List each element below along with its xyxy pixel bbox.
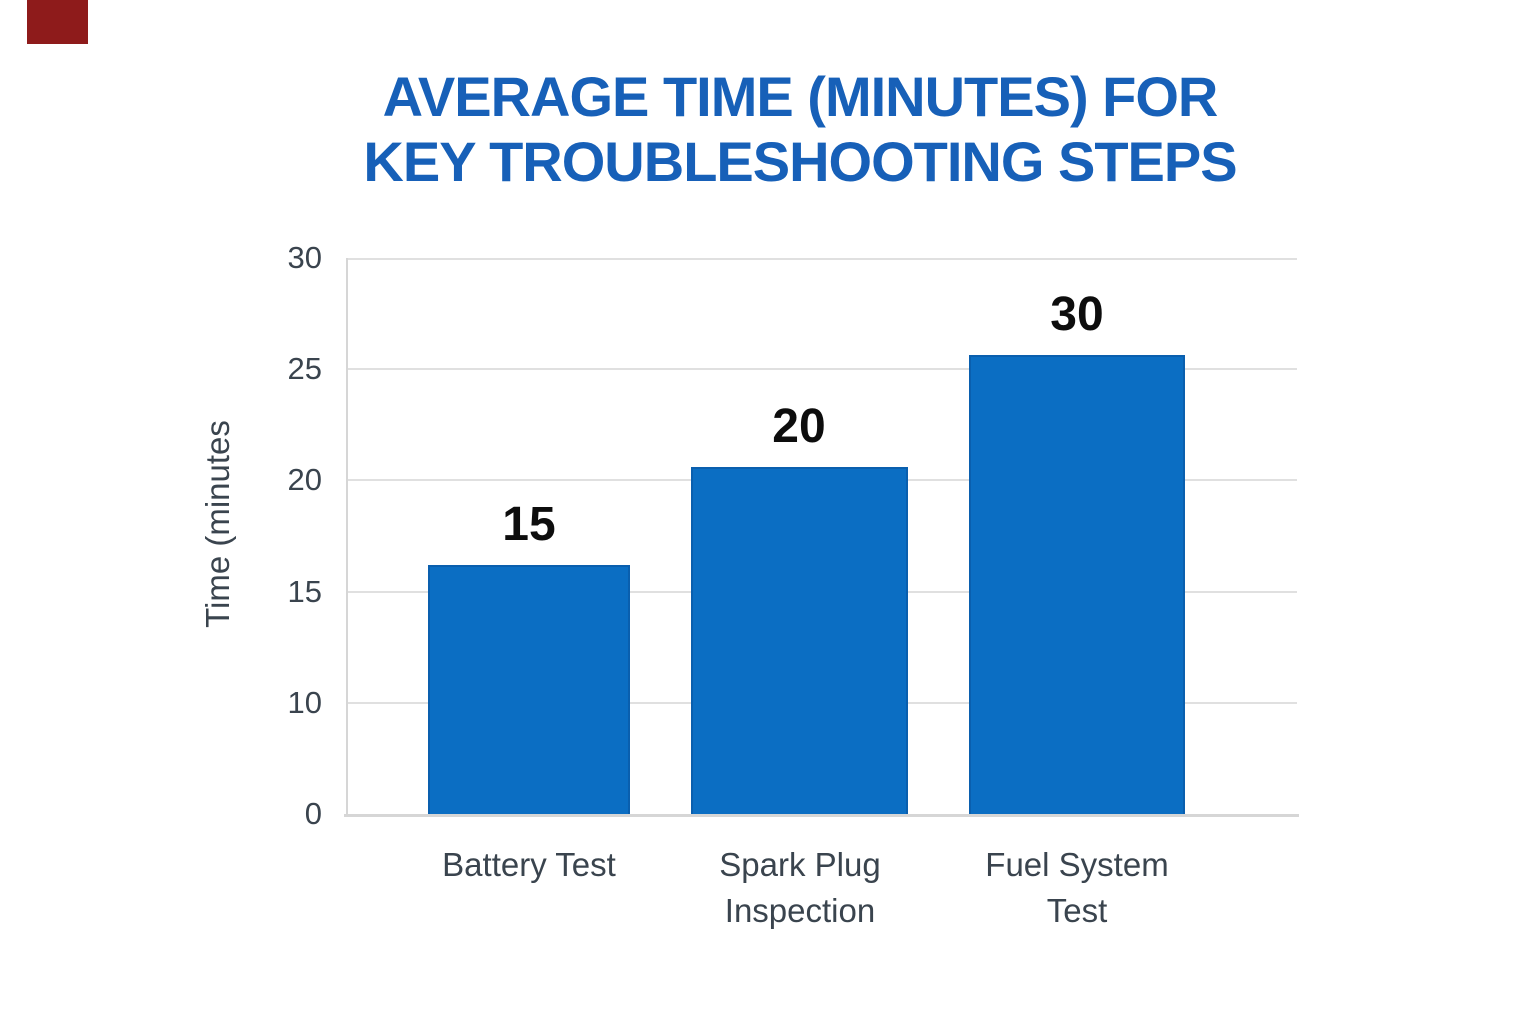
- x-label-battery-test: Battery Test: [442, 846, 616, 883]
- chart-title-line-1: AVERAGE TIME (MINUTES) FOR: [382, 65, 1219, 128]
- y-tick-25: 25: [287, 351, 322, 387]
- y-axis-line: [346, 258, 348, 814]
- bar-battery-test: [428, 565, 630, 814]
- x-label-fuel-system-test: Fuel System Test: [985, 846, 1169, 929]
- x-axis-line: [344, 814, 1299, 817]
- y-tick-15: 15: [287, 573, 322, 609]
- y-tick-30: 30: [287, 240, 322, 275]
- gridline-30: [346, 258, 1297, 260]
- value-label-battery-test: 15: [502, 498, 556, 551]
- bar-spark-plug-inspection: [691, 467, 908, 814]
- chart-title-line-2: KEY TROUBLESHOOTING STEPS: [363, 130, 1237, 193]
- value-label-fuel-system-test: 30: [1050, 288, 1104, 341]
- chart-title: AVERAGE TIME (MINUTES) FOR KEY TROUBLESH…: [64, 64, 1536, 194]
- value-label-spark-plug-inspection: 20: [772, 400, 826, 453]
- gridline-25: [346, 368, 1297, 371]
- plot-area: 30 25 20 15 10 0 15 20 30 Battery Test S…: [288, 240, 1299, 929]
- red-corner-marker: [27, 0, 88, 44]
- y-tick-10: 10: [287, 684, 322, 720]
- bar-fuel-system-test: [969, 355, 1185, 814]
- x-label-spark-plug-inspection: Spark Plug Inspection: [719, 846, 881, 929]
- y-tick-20: 20: [287, 462, 322, 498]
- y-tick-0: 0: [304, 796, 322, 831]
- y-axis-title: Time (minutes: [199, 420, 236, 628]
